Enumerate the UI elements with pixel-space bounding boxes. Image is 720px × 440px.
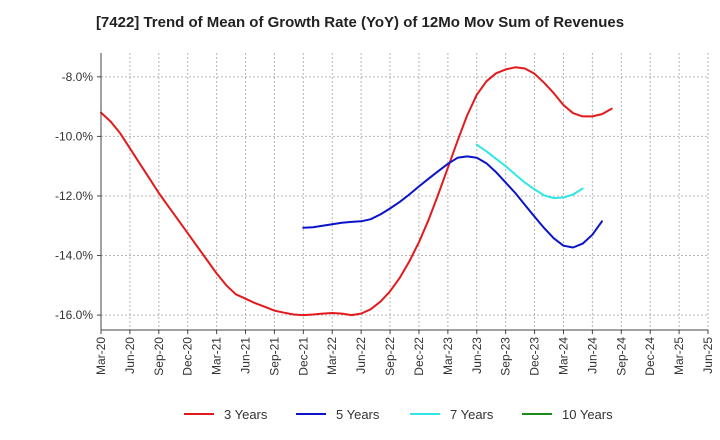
x-tick-label: Dec-20 [181,337,195,376]
y-tick-label: -16.0% [55,308,93,322]
y-tick-label: -8.0% [62,70,94,84]
x-tick-label: Mar-24 [556,337,570,375]
y-tick-label: -12.0% [55,189,93,203]
x-tick-label: Mar-22 [325,337,339,375]
plot-area [101,53,708,330]
x-tick-label: Dec-21 [296,337,310,376]
legend-label: 5 Years [336,407,380,422]
chart-title: [7422] Trend of Mean of Growth Rate (YoY… [95,14,625,31]
x-tick-label: Jun-23 [470,337,484,374]
x-tick-label: Sep-21 [267,337,281,376]
x-tick-label: Sep-20 [152,337,166,376]
x-tick-label: Jun-22 [354,337,368,374]
y-tick-label: -10.0% [55,129,93,143]
legend-label: 10 Years [562,407,613,422]
x-tick-label: Dec-22 [412,337,426,376]
x-tick-label: Mar-21 [210,337,224,375]
x-tick-label: Sep-24 [614,337,628,376]
x-axis-ticks: Mar-20 Jun-20 Sep-20 Dec-20 Mar-21 Jun-21 Sep-… [94,330,715,376]
x-tick-label: Mar-23 [441,337,455,375]
x-tick-label: Jun-20 [123,337,137,374]
series-line-3-years [100,66,613,317]
x-tick-label: Jun-25 [701,337,715,374]
x-tick-label: Jun-24 [585,337,599,374]
series-line-5-years [302,155,603,249]
x-tick-label: Mar-25 [672,337,686,375]
x-tick-label: Jun-21 [239,337,253,374]
x-tick-label: Sep-23 [499,337,513,376]
series-line-7-years [475,143,584,200]
legend-label: 3 Years [224,407,268,422]
series-lines [100,66,613,317]
x-tick-label: Dec-23 [528,337,542,376]
grid-lines [100,53,709,330]
y-tick-label: -14.0% [55,249,93,263]
legend: 3 Years 5 Years 7 Years 10 Years [184,407,613,422]
x-tick-label: Sep-22 [383,337,397,376]
x-tick-label: Dec-24 [643,337,657,376]
legend-label: 7 Years [450,407,494,422]
y-axis-ticks: -16.0% -14.0% -12.0% -10.0% -8.0% [55,70,101,322]
x-tick-label: Mar-20 [94,337,108,375]
